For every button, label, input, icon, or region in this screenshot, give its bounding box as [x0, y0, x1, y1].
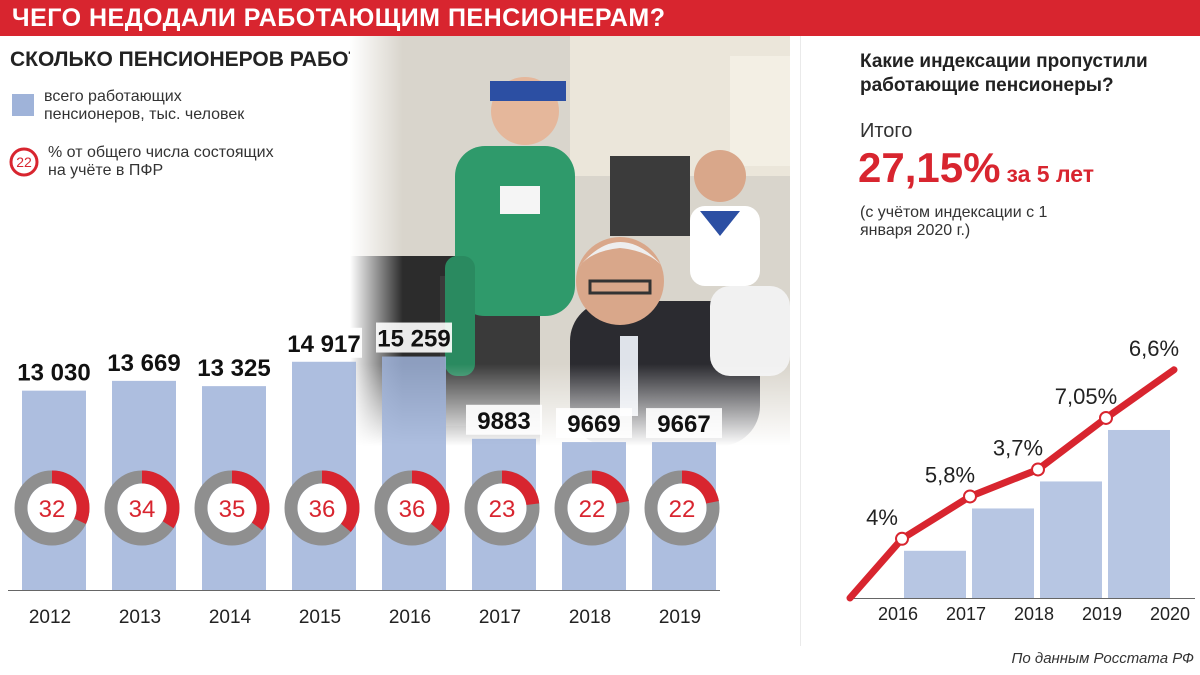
line-chart: 4% 2016 5,8% 2017 3,7% 2018 7,05% 2019 6,6% 2020 [846, 336, 1195, 624]
ring-center-2014 [207, 483, 257, 533]
ring-value-2015: 36 [309, 496, 336, 523]
ring-center-2018 [567, 483, 617, 533]
point-2019 [1099, 410, 1113, 425]
bar-label-2014: 13 325 [197, 355, 270, 382]
left-chart-title: СКОЛЬКО ПЕНСИОНЕРОВ РАБОТАЕТ? [10, 48, 415, 71]
ring-fill-2015 [284, 470, 360, 546]
x-tick-2018: 2018 [569, 607, 611, 628]
legend-ring-label: % от общего числа состоящих на учёте в П… [48, 144, 274, 179]
ring-fill-2016 [374, 470, 450, 546]
ring-value-2012: 32 [39, 496, 66, 523]
total-note: (с учётом индексации с 1 января 2020 г.) [860, 204, 1048, 239]
x-tick-2014: 2014 [209, 607, 252, 628]
point-2016 [895, 531, 909, 546]
divider [800, 36, 801, 646]
ring-center-2016 [387, 483, 437, 533]
ring-fill-2019 [644, 470, 720, 546]
ring-fill-2017 [464, 470, 540, 546]
bar-label-2012: 13 030 [17, 360, 90, 387]
ring-value-2018: 22 [579, 496, 606, 523]
bar-label-2016: 15 259 [377, 326, 450, 353]
x-tick-2016: 2016 [389, 607, 431, 628]
total-value: 27,15% [858, 144, 1001, 191]
legend-bar-swatch [12, 94, 34, 116]
bar-label-bg-2016 [376, 322, 452, 353]
ring-value-2017: 23 [489, 496, 516, 523]
bar-label-2018: 9669 [567, 411, 620, 438]
point-label-2018: 3,7% [993, 435, 1043, 460]
point-label-2019: 7,05% [1055, 384, 1117, 409]
ring-fill-2012 [14, 470, 90, 546]
ring-value-2013: 34 [129, 496, 156, 523]
legend-ring-value: 22 [16, 154, 32, 170]
bar-label-bg-2018 [556, 408, 632, 439]
ring-fill-2013 [104, 470, 180, 546]
ring-center-2019 [657, 483, 707, 533]
x-tick-right-2020: 2020 [1150, 604, 1190, 624]
x-tick-2017: 2017 [479, 607, 521, 628]
ring-center-2013 [117, 483, 167, 533]
step-bar-2018 [1040, 481, 1102, 598]
ring-value-2016: 36 [399, 496, 426, 523]
right-chart-title: Какие индексации пропустили работающие п… [860, 51, 1148, 96]
source-note: По данным Росстата РФ [1011, 650, 1194, 667]
step-bar-2019 [1108, 429, 1170, 598]
bar-label-bg-2012 [16, 356, 92, 387]
x-tick-right-2016: 2016 [878, 604, 918, 624]
legend-ring-icon: 22 [9, 147, 39, 177]
x-tick-2015: 2015 [299, 607, 341, 628]
point-label-2016: 4% [866, 505, 898, 530]
legend-bars: всего работающих пенсионеров, тыс. челов… [12, 88, 274, 124]
legend-ring: 22 % от общего числа состоящих на учёте … [8, 144, 278, 180]
point-label-2020: 6,6% [1129, 336, 1179, 361]
bar-label-2019: 9667 [657, 411, 710, 438]
x-tick-2013: 2013 [119, 607, 161, 628]
line-series [846, 366, 1178, 602]
ring-fill-2018 [554, 470, 630, 546]
bar-label-bg-2019 [646, 408, 722, 439]
legend-bars-label: всего работающих пенсионеров, тыс. челов… [44, 88, 245, 123]
bar-label-bg-2017 [466, 404, 542, 435]
bar-label-bg-2014 [196, 352, 272, 383]
bar-label-2017: 9883 [477, 408, 530, 435]
point-2018 [1031, 462, 1045, 477]
x-tick-right-2019: 2019 [1082, 604, 1122, 624]
bar-label-bg-2013 [106, 346, 182, 377]
ring-value-2014: 35 [219, 496, 246, 523]
total-label: Итого [860, 120, 913, 142]
ring-center-2012 [27, 483, 77, 533]
bar-label-2013: 13 669 [107, 350, 180, 377]
ring-value-2019: 22 [669, 496, 696, 523]
x-tick-right-2017: 2017 [946, 604, 986, 624]
step-bar-2017 [972, 508, 1034, 598]
point-2017 [963, 489, 977, 504]
ring-fill-2014 [194, 470, 270, 546]
point-label-2017: 5,8% [925, 462, 975, 487]
ring-center-2015 [297, 483, 347, 533]
ring-center-2017 [477, 483, 527, 533]
x-tick-right-2018: 2018 [1014, 604, 1054, 624]
banner-title: ЧЕГО НЕДОДАЛИ РАБОТАЮЩИМ ПЕНСИОНЕРАМ? [0, 0, 1200, 36]
x-tick-2019: 2019 [659, 607, 701, 628]
bar-label-bg-2015 [286, 327, 362, 358]
total-suffix: за 5 лет [1006, 161, 1095, 187]
step-bar-2016 [904, 550, 966, 598]
total-row: 27,15% за 5 лет [858, 144, 1094, 192]
bar-label-2015: 14 917 [287, 331, 360, 358]
bar-chart: 13 030 32 2012 13 669 34 2013 13 325 35 2014 14 9… [8, 322, 722, 628]
x-tick-2012: 2012 [29, 607, 71, 628]
